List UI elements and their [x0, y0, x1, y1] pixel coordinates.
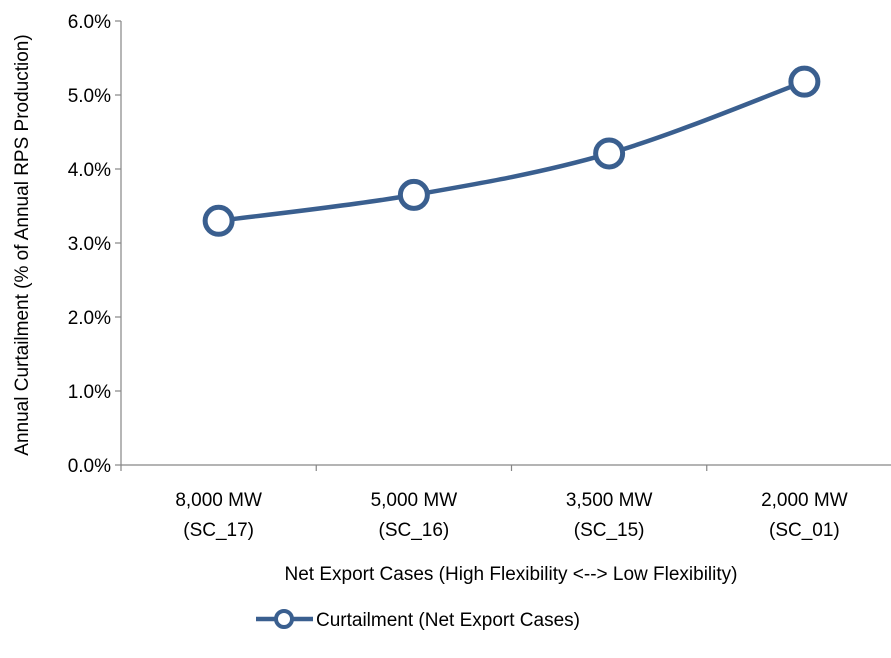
y-tick-label: 0.0% — [68, 456, 111, 477]
legend-label: Curtailment (Net Export Cases) — [316, 610, 580, 631]
y-tick-label: 1.0% — [68, 382, 111, 403]
y-tick-label: 6.0% — [68, 12, 111, 33]
series-group — [202, 65, 821, 237]
y-axis-ticks: 0.0% 1.0% 2.0% 3.0% 4.0% 5.0% 6.0% — [68, 12, 121, 477]
x-tick-label: (SC_17) — [183, 520, 254, 541]
legend: Curtailment (Net Export Cases) — [256, 609, 580, 631]
x-tick-label: 3,500 MW — [566, 490, 653, 511]
y-tick-label: 4.0% — [68, 160, 111, 181]
series-line — [218, 79, 806, 224]
x-tick-label: 5,000 MW — [371, 490, 458, 511]
x-tick-label: (SC_15) — [574, 520, 645, 541]
y-tick-label: 3.0% — [68, 234, 111, 255]
legend-marker — [274, 609, 294, 629]
data-point — [788, 65, 821, 98]
x-tick-label: (SC_01) — [769, 520, 840, 541]
x-axis-title: Net Export Cases (High Flexibility <--> … — [285, 564, 738, 585]
x-axis-ticks: 8,000 MW (SC_17) 5,000 MW (SC_16) 3,500 MW (S… — [120, 465, 848, 541]
x-tick-label: (SC_16) — [379, 520, 450, 541]
data-point — [593, 137, 626, 170]
data-point — [202, 204, 235, 237]
axes — [120, 21, 891, 466]
x-tick-label: 2,000 MW — [761, 490, 848, 511]
y-tick-label: 5.0% — [68, 86, 111, 107]
y-tick-label: 2.0% — [68, 308, 111, 329]
x-tick-label: 8,000 MW — [175, 490, 262, 511]
y-axis-title: Annual Curtailment (% of Annual RPS Prod… — [12, 34, 33, 455]
data-point — [397, 178, 430, 211]
